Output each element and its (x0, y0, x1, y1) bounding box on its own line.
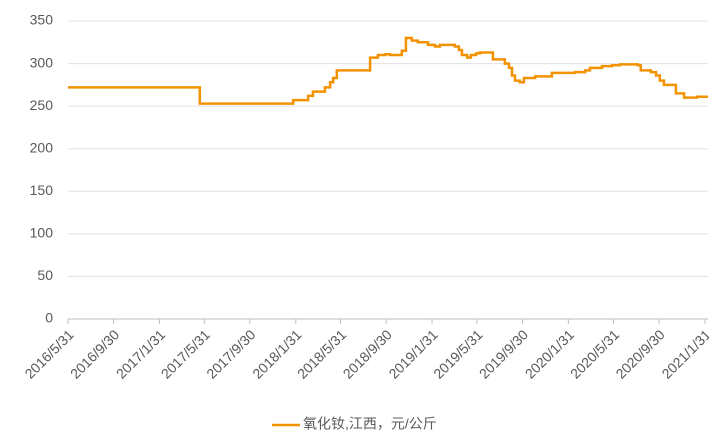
y-tick-label: 150 (30, 182, 54, 198)
x-tick-label: 2016/9/30 (67, 326, 123, 382)
legend-label: 氧化钕,江西，元/公斤 (303, 416, 437, 432)
y-tick-label: 200 (30, 139, 54, 155)
x-tick-label: 2017/9/30 (203, 326, 259, 382)
y-tick-label: 50 (37, 267, 53, 283)
y-tick-label: 100 (30, 225, 54, 241)
y-tick-label: 350 (30, 12, 54, 28)
x-tick-label: 2019/9/30 (476, 326, 532, 382)
line (68, 36, 708, 105)
y-tick-label: 250 (30, 97, 54, 113)
x-tick-label: 2020/9/30 (612, 326, 668, 382)
y-tick-label: 0 (45, 310, 53, 326)
x-tick-label: 2021/1/31 (658, 326, 709, 382)
x-tick-label: 2018/9/30 (340, 326, 396, 382)
y-tick-label: 300 (30, 54, 54, 70)
